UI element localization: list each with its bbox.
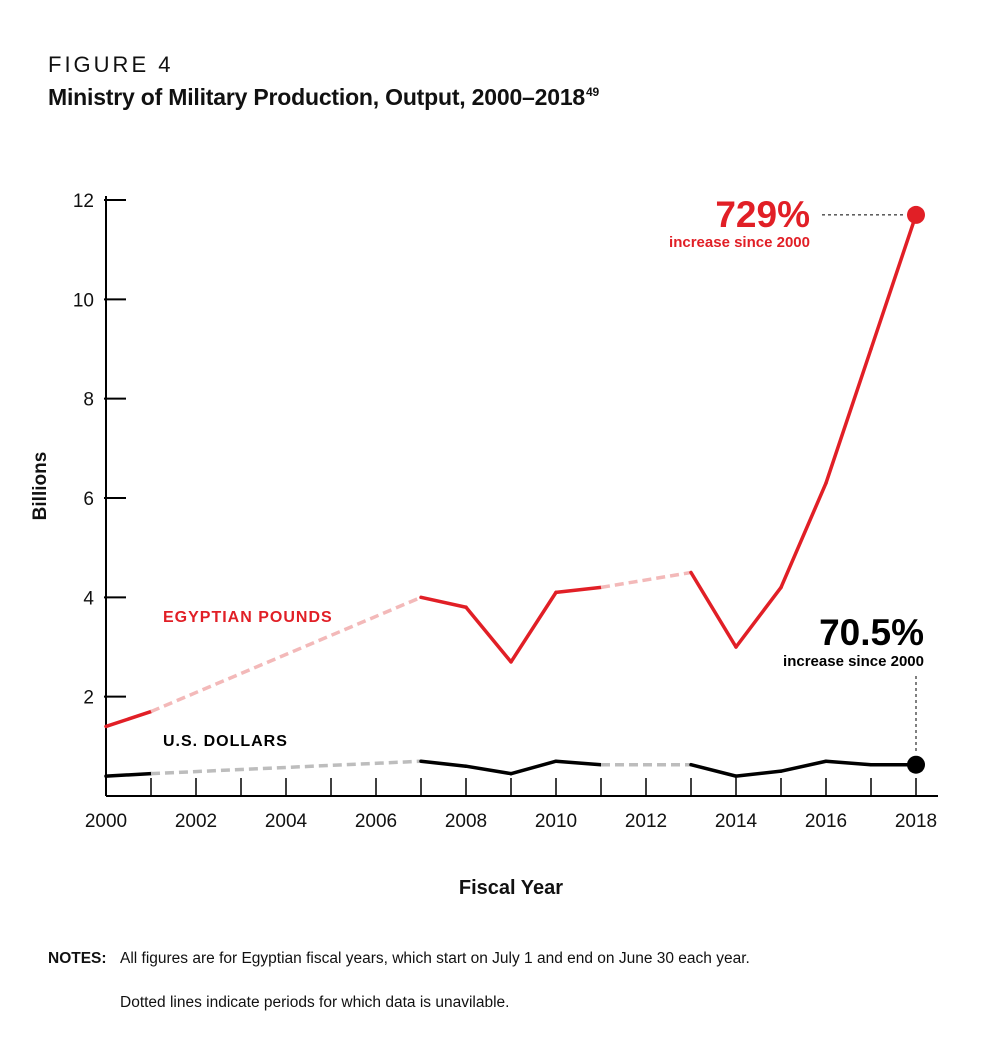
series-segment (779, 481, 828, 590)
series-end-point (907, 205, 925, 224)
figure-label: FIGURE 4 (48, 52, 174, 77)
x-tick-label: 2012 (625, 811, 667, 832)
series-segment (779, 759, 828, 773)
series-segment (689, 762, 738, 778)
notes: NOTES: All figures are for Egyptian fisc… (48, 950, 750, 1012)
x-tick-label: 2018 (895, 811, 937, 832)
y-tick-label: 6 (83, 489, 94, 510)
x-tick-label: 2006 (355, 811, 397, 832)
series-segment (734, 769, 783, 778)
x-tick-label: 2010 (535, 811, 577, 832)
series-segment (104, 709, 153, 729)
series-label: EGYPTIAN POUNDS (163, 609, 333, 626)
x-tick-label: 2014 (715, 811, 758, 832)
series-gap-segment (600, 570, 692, 590)
series-segment (104, 771, 153, 778)
y-tick-label: 10 (73, 290, 94, 311)
series-us-dollars: U.S. DOLLARS (104, 733, 925, 778)
notes-line-2: Dotted lines indicate periods for which … (120, 994, 510, 1011)
series-segment (689, 570, 738, 649)
axes: 2 4 6 8 10 12 2000 2002 2004 2006 2008 2010 2012 2014… (30, 191, 938, 899)
y-tick-label: 8 (83, 390, 94, 411)
series-gap-segment (150, 595, 422, 714)
y-axis-title: Billions (30, 452, 51, 521)
x-axis-title: Fiscal Year (459, 877, 563, 899)
series-segment (824, 759, 873, 767)
line-chart: 2 4 6 8 10 12 2000 2002 2004 2006 2008 2010 2012 2014… (30, 191, 938, 899)
figure-title-footnote: 49 (586, 85, 599, 100)
series-lines: EGYPTIAN POUNDS U.S. DOLLARS (104, 205, 925, 778)
series-segment (509, 759, 558, 776)
x-tick-label: 2008 (445, 811, 487, 832)
figure-title: Ministry of Military Production, Output,… (48, 84, 599, 111)
notes-line-1: All figures are for Egyptian fiscal year… (120, 950, 750, 967)
series-segment (509, 590, 558, 664)
annotation-text-pounds: increase since 2000 (669, 234, 810, 251)
y-tick-label: 4 (83, 588, 94, 609)
notes-label: NOTES: (48, 950, 107, 967)
series-segment (419, 759, 468, 768)
series-end-point (907, 755, 925, 774)
series-segment (554, 759, 603, 767)
x-tick-label: 2000 (85, 811, 127, 832)
y-tick-label: 2 (83, 688, 94, 709)
x-tick-label: 2016 (805, 811, 847, 832)
series-segment (464, 605, 513, 664)
series-segment (824, 347, 873, 485)
series-segment (464, 764, 513, 776)
series-gap-segment (150, 759, 422, 776)
series-segment (554, 585, 603, 595)
series-segment (734, 585, 783, 649)
series-segment (869, 213, 918, 351)
annotation-text-dollars: increase since 2000 (783, 653, 924, 670)
figure-title-text: Ministry of Military Production, Output,… (48, 84, 586, 110)
x-tick-label: 2002 (175, 811, 217, 832)
x-tick-label: 2004 (265, 811, 308, 832)
series-egyptian-pounds: EGYPTIAN POUNDS (104, 205, 925, 729)
annotation-value-dollars: 70.5% (819, 612, 924, 653)
series-label: U.S. DOLLARS (163, 733, 288, 750)
series-segment (419, 595, 468, 610)
annotation-value-pounds: 729% (715, 194, 810, 235)
y-tick-label: 12 (73, 191, 94, 212)
